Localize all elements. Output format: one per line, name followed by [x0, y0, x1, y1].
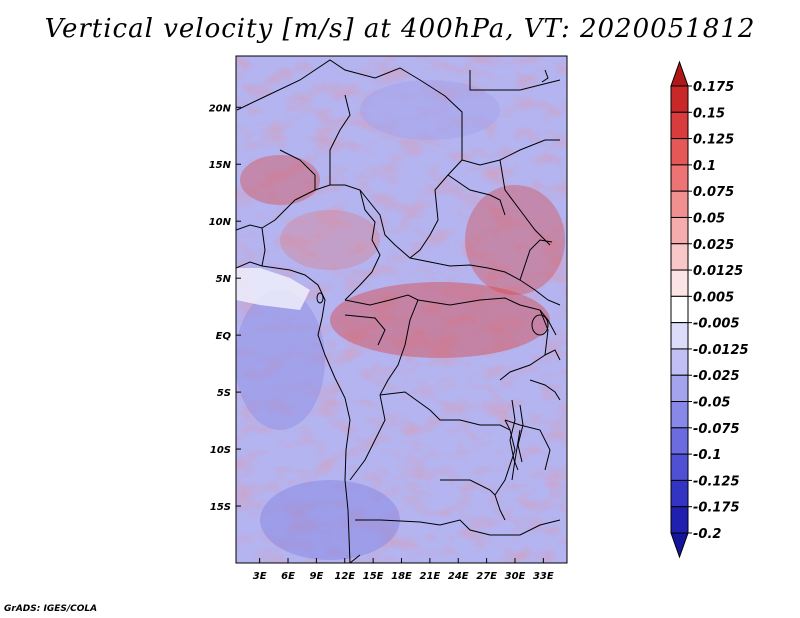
- lon-label: 33E: [533, 571, 554, 582]
- lat-label: 20N: [209, 103, 232, 114]
- colorbar-label: -0.125: [693, 474, 740, 489]
- colorbar-label: 0.15: [693, 106, 725, 121]
- colorbar-segment: [670, 243, 689, 271]
- sinking-region-south: [260, 480, 400, 560]
- colorbar-segment: [670, 322, 689, 350]
- lat-label: 10S: [210, 445, 231, 456]
- colorbar-segment: [670, 295, 689, 324]
- lon-label: 9E: [309, 571, 323, 582]
- colorbar-segment: [670, 348, 689, 376]
- convective-region-north: [280, 210, 380, 270]
- lat-label: 10N: [209, 217, 232, 228]
- colorbar: 0.175 0.15 0.125 0.1 0.075 0.05 0.025 0.0125 0.0…: [670, 60, 749, 559]
- lon-label: 18E: [391, 571, 412, 582]
- lon-label: 21E: [419, 571, 440, 582]
- colorbar-bottom-arrow: [670, 532, 689, 559]
- lon-label: 30E: [505, 571, 526, 582]
- colorbar-segment: [670, 374, 689, 403]
- colorbar-segment: [670, 164, 689, 192]
- lon-label: 15E: [363, 571, 384, 582]
- colorbar-segment: [670, 479, 689, 508]
- sinking-region-north: [360, 80, 500, 140]
- convective-region-west: [240, 155, 320, 205]
- country-borders: [236, 59, 561, 563]
- coastal-calm-area: [236, 268, 310, 310]
- colorbar-label: 0.125: [693, 133, 734, 148]
- longitude-axis: 3E 6E 9E 12E 15E 18E 21E 24E 27E 30E 33E: [253, 558, 554, 582]
- colorbar-label: -0.025: [693, 369, 740, 384]
- colorbar-segment: [670, 85, 689, 113]
- colorbar-segment: [670, 401, 689, 429]
- colorbar-label: -0.1: [693, 448, 721, 463]
- colorbar-segment: [670, 216, 689, 245]
- sinking-region-gulf: [236, 290, 325, 430]
- lat-label: 15N: [209, 160, 232, 171]
- colorbar-segment: [670, 269, 689, 297]
- colorbar-label: 0.025: [693, 238, 734, 253]
- grads-credit: GrADS: IGES/COLA: [4, 604, 98, 614]
- colorbar-label: -0.0125: [693, 343, 749, 358]
- lat-label: 15S: [210, 502, 231, 513]
- lat-label: EQ: [216, 331, 232, 342]
- colorbar-label: 0.175: [693, 80, 734, 95]
- lon-label: 27E: [476, 571, 497, 582]
- colorbar-label: -0.005: [693, 317, 740, 332]
- lon-label: 6E: [281, 571, 295, 582]
- colorbar-segment: [670, 190, 689, 218]
- colorbar-label: -0.175: [693, 501, 740, 516]
- velocity-field: [236, 56, 567, 563]
- lat-label: 5N: [216, 274, 232, 285]
- lat-label: 5S: [217, 388, 231, 399]
- colorbar-label: 0.005: [693, 290, 734, 305]
- colorbar-label: -0.2: [693, 527, 721, 542]
- colorbar-segment: [670, 427, 689, 455]
- colorbar-segment: [670, 111, 689, 140]
- colorbar-segment: [670, 506, 689, 534]
- colorbar-label: 0.0125: [693, 264, 743, 279]
- colorbar-label: -0.075: [693, 422, 740, 437]
- lon-label: 24E: [448, 571, 469, 582]
- colorbar-label: 0.1: [693, 159, 716, 174]
- latitude-axis: 20N 15N 10N 5N EQ 5S 10S 15S: [209, 103, 241, 513]
- colorbar-label: 0.05: [693, 211, 725, 226]
- convective-region-east: [465, 185, 565, 295]
- colorbar-label: 0.075: [693, 185, 734, 200]
- map-title: Vertical velocity [m/s] at 400hPa, VT: 2…: [44, 14, 756, 44]
- colorbar-segment: [670, 138, 689, 166]
- lake-outlines: [316, 69, 549, 471]
- colorbar-label: -0.05: [693, 396, 730, 411]
- colorbar-top-arrow: [670, 60, 689, 87]
- colorbar-segment: [670, 453, 689, 481]
- lon-label: 12E: [334, 571, 355, 582]
- lon-label: 3E: [253, 571, 267, 582]
